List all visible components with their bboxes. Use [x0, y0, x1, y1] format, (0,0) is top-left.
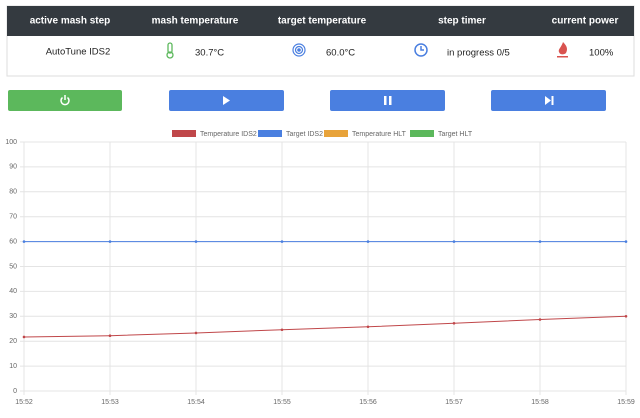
header-cell: active mash step: [30, 16, 111, 27]
cell: AutoTune IDS2: [46, 47, 111, 58]
clock-icon: [414, 43, 428, 57]
data-point: [108, 240, 112, 243]
power-button[interactable]: [8, 90, 122, 111]
y-tick-label: 30: [9, 313, 17, 320]
y-tick-label: 90: [9, 164, 17, 171]
x-tick-label: 15:59: [617, 399, 635, 406]
data-point: [280, 240, 284, 243]
data-point: [108, 334, 112, 338]
y-tick-label: 0: [13, 388, 17, 395]
header-cell: target temperature: [278, 16, 367, 27]
legend-swatch: [258, 130, 282, 137]
x-tick-label: 15:53: [101, 399, 119, 406]
cell: in progress 0/5: [447, 48, 510, 59]
x-tick-label: 15:56: [359, 399, 377, 406]
cell: 60.0°C: [326, 48, 355, 59]
fire-icon: [557, 42, 568, 58]
data-point: [22, 240, 26, 243]
x-tick-label: 15:57: [445, 399, 463, 406]
data-point: [194, 331, 198, 335]
cell: 100%: [589, 48, 614, 59]
data-point: [538, 318, 542, 321]
y-tick-label: 80: [9, 189, 17, 196]
legend-swatch: [324, 130, 348, 137]
y-tick-label: 10: [9, 363, 17, 370]
data-point: [452, 321, 456, 325]
legend-label: Temperature IDS2: [200, 131, 257, 138]
x-tick-label: 15:58: [531, 399, 549, 406]
target-icon: [292, 43, 306, 57]
data-point: [538, 240, 542, 243]
data-point: [452, 240, 456, 243]
x-tick-label: 15:54: [187, 399, 205, 406]
pause-button[interactable]: [330, 90, 445, 111]
data-point: [624, 315, 628, 318]
y-tick-label: 50: [9, 263, 17, 270]
play-button[interactable]: [169, 90, 284, 111]
data-point: [366, 240, 370, 243]
data-point: [624, 240, 628, 243]
x-tick-label: 15:55: [273, 399, 291, 406]
y-tick-label: 100: [5, 139, 17, 146]
y-tick-label: 70: [9, 214, 17, 221]
series-line: [23, 315, 627, 338]
legend-swatch: [172, 130, 196, 137]
legend-label: Target HLT: [438, 131, 473, 138]
legend-label: Temperature HLT: [352, 131, 407, 138]
legend-swatch: [410, 130, 434, 137]
x-tick-label: 15:52: [15, 399, 33, 406]
data-point: [194, 240, 198, 243]
header-cell: mash temperature: [152, 16, 239, 27]
header-cell: current power: [552, 16, 619, 27]
next-button[interactable]: [491, 90, 606, 111]
y-tick-label: 60: [9, 238, 17, 245]
data-point: [280, 328, 284, 332]
legend-label: Target IDS2: [286, 131, 323, 138]
y-tick-label: 20: [9, 338, 17, 345]
cell: 30.7°C: [195, 48, 224, 59]
header-cell: step timer: [438, 16, 486, 27]
data-point: [366, 325, 370, 329]
y-tick-label: 40: [9, 288, 17, 295]
data-point: [22, 335, 26, 339]
thermometer-icon: [166, 42, 174, 59]
table-header: [7, 6, 634, 36]
